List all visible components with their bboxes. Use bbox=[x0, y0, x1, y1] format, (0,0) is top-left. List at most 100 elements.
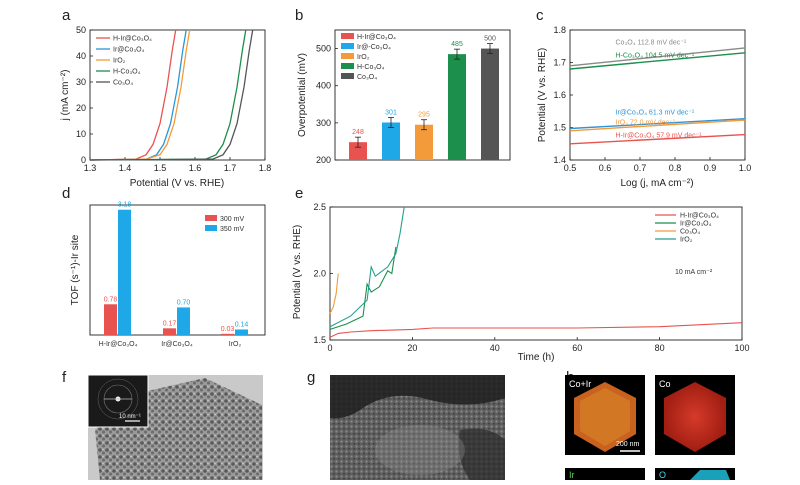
panel-g-stem-image bbox=[330, 375, 505, 480]
lsv-curve-4 bbox=[89, 29, 247, 161]
y-tick-label: 20 bbox=[76, 103, 86, 113]
tof-value-label: 0.78 bbox=[104, 296, 118, 303]
y-tick-label: 10 bbox=[76, 129, 86, 139]
tafel-line-2 bbox=[569, 52, 746, 70]
y-tick-label: 40 bbox=[76, 51, 86, 61]
bar-3 bbox=[415, 124, 433, 160]
legend-swatch bbox=[205, 225, 217, 231]
y-tick-label: 0 bbox=[81, 155, 86, 165]
eds-label-ir: Ir bbox=[569, 470, 575, 480]
bar-4 bbox=[448, 54, 466, 161]
bar-value-label: 500 bbox=[484, 36, 496, 43]
y-tick-label: 200 bbox=[316, 155, 331, 165]
panel-f-tem-image: 10 nm⁻¹ bbox=[87, 374, 263, 480]
legend-label: H-Ir@Co₃O₄ bbox=[680, 213, 719, 220]
y-tick-label: 30 bbox=[76, 77, 86, 87]
stability-curve-2 bbox=[329, 246, 397, 330]
x-tick-label: 0.7 bbox=[634, 163, 647, 173]
x-tick-label: 1.7 bbox=[224, 163, 237, 173]
panel-label-e: e bbox=[295, 185, 303, 202]
legend-label: H-Co₃O₄ bbox=[113, 69, 141, 76]
eds-tile-ir bbox=[565, 468, 645, 480]
tafel-slope-label: Co₃O₄ 112.8 mV dec⁻¹ bbox=[616, 40, 687, 47]
panel-c-tafel-chart: 0.5 0.6 0.7 0.8 0.9 1.0 1.4 1.5 1.6 1.7 1.8 Co₃O₄ 1… bbox=[537, 25, 751, 189]
legend-swatch bbox=[341, 33, 354, 39]
legend-swatch bbox=[205, 215, 217, 221]
eds-label-co-ir: Co+Ir bbox=[569, 379, 591, 389]
tof-value-label: 0.14 bbox=[235, 321, 249, 328]
x-axis-label: Log (j, mA cm⁻²) bbox=[620, 178, 693, 189]
eds-label-co: Co bbox=[659, 379, 671, 389]
x-category-label: H-Ir@Co₃O₄ bbox=[99, 341, 138, 348]
y-tick-label: 2.0 bbox=[313, 269, 326, 279]
panel-d-tof-chart: 0.78 3.18 H-Ir@Co₃O₄ 0.17 0.70 Ir@Co₃O₄ 0.030.… bbox=[70, 202, 266, 348]
legend-label: H-Ir@Co₃O₄ bbox=[357, 34, 396, 41]
legend-label: IrO₂ bbox=[680, 237, 693, 244]
bar-value-label: 485 bbox=[451, 41, 463, 48]
bar-1 bbox=[349, 142, 367, 160]
y-axis-label: j (mA cm⁻²) bbox=[60, 70, 71, 122]
lsv-curve-3 bbox=[89, 29, 191, 161]
bar-5 bbox=[481, 48, 499, 161]
x-tick-label: 20 bbox=[407, 343, 417, 353]
panel-label-a: a bbox=[62, 7, 71, 24]
x-tick-label: 1.8 bbox=[259, 163, 272, 173]
tafel-line-3 bbox=[569, 118, 746, 130]
eds-scale-label: 200 nm bbox=[616, 441, 640, 448]
legend-label: IrO₂ bbox=[357, 54, 370, 61]
y-tick-label: 1.8 bbox=[553, 25, 566, 35]
legend-label: Co₃O₄ bbox=[113, 80, 133, 87]
stability-curve-1 bbox=[329, 322, 743, 338]
y-tick-label: 400 bbox=[316, 81, 331, 91]
y-tick-label: 2.5 bbox=[313, 202, 326, 212]
x-tick-label: 60 bbox=[572, 343, 582, 353]
tafel-slope-label: IrO₂ 72.0 mV dec⁻¹ bbox=[616, 119, 676, 126]
x-tick-label: 0 bbox=[327, 343, 332, 353]
x-tick-label: 100 bbox=[734, 343, 749, 353]
x-tick-label: 1.4 bbox=[119, 163, 132, 173]
lsv-curve-5 bbox=[89, 29, 254, 161]
y-tick-label: 300 bbox=[316, 118, 331, 128]
tof-bar bbox=[163, 328, 176, 335]
y-tick-label: 1.7 bbox=[553, 58, 566, 68]
tof-bar bbox=[235, 329, 248, 335]
y-tick-label: 500 bbox=[316, 44, 331, 54]
tof-value-label: 0.70 bbox=[177, 299, 191, 306]
bar-value-label: 301 bbox=[385, 109, 397, 116]
x-tick-label: 0.9 bbox=[704, 163, 717, 173]
x-tick-label: 1.3 bbox=[84, 163, 97, 173]
legend-swatch bbox=[341, 63, 354, 69]
panel-b-overpotential-chart: 200 300 400 500 248 301 295 485 500 H-Ir@Co₃O₄ Ir@… bbox=[297, 29, 511, 165]
y-tick-label: 1.6 bbox=[553, 90, 566, 100]
tof-bar bbox=[104, 304, 117, 335]
tafel-slope-label: Ir@Co₃O₄ 61.3 mV dec⁻¹ bbox=[616, 110, 695, 117]
x-tick-label: 80 bbox=[655, 343, 665, 353]
x-tick-label: 1.0 bbox=[739, 163, 752, 173]
legend-label: Ir@Co₃O₄ bbox=[113, 47, 145, 54]
tof-bar bbox=[118, 209, 131, 335]
panel-a-lsv-chart: 1.3 1.4 1.5 1.6 1.7 1.8 0 10 20 30 40 50 H-Ir@Co₃O₄ I… bbox=[60, 25, 271, 189]
panel-label-c: c bbox=[536, 7, 544, 24]
bar-value-label: 295 bbox=[418, 112, 430, 119]
y-axis-label: Overpotential (mV) bbox=[297, 53, 308, 137]
x-tick-label: 1.6 bbox=[189, 163, 202, 173]
panel-label-f: f bbox=[62, 369, 67, 386]
legend-label: IrO₂ bbox=[113, 58, 126, 65]
y-axis-label: Potential (V vs. RHE) bbox=[292, 225, 303, 319]
legend-swatch bbox=[341, 43, 354, 49]
tafel-slope-label: H-Co₃O₄ 104.5 mV dec⁻¹ bbox=[616, 53, 695, 60]
panel-label-d: d bbox=[62, 185, 70, 202]
y-tick-label: 1.5 bbox=[313, 335, 326, 345]
stability-curve-3 bbox=[329, 273, 339, 314]
legend-label: Co₃O₄ bbox=[357, 74, 377, 81]
tof-value-label: 0.17 bbox=[163, 320, 177, 327]
legend-label: H-Ir@Co₃O₄ bbox=[113, 36, 152, 43]
x-tick-label: 40 bbox=[490, 343, 500, 353]
tafel-line-1 bbox=[569, 47, 746, 67]
tof-bar bbox=[221, 333, 234, 335]
legend-swatch bbox=[341, 73, 354, 79]
plot-frame bbox=[569, 29, 746, 161]
panel-e-stability-chart: 0 20 40 60 80 100 1.5 2.0 2.5 H-Ir@Co₃O₄Ir@Co₃O₄C… bbox=[292, 202, 750, 363]
y-axis-label: TOF (s⁻¹)-Ir site bbox=[70, 234, 81, 305]
